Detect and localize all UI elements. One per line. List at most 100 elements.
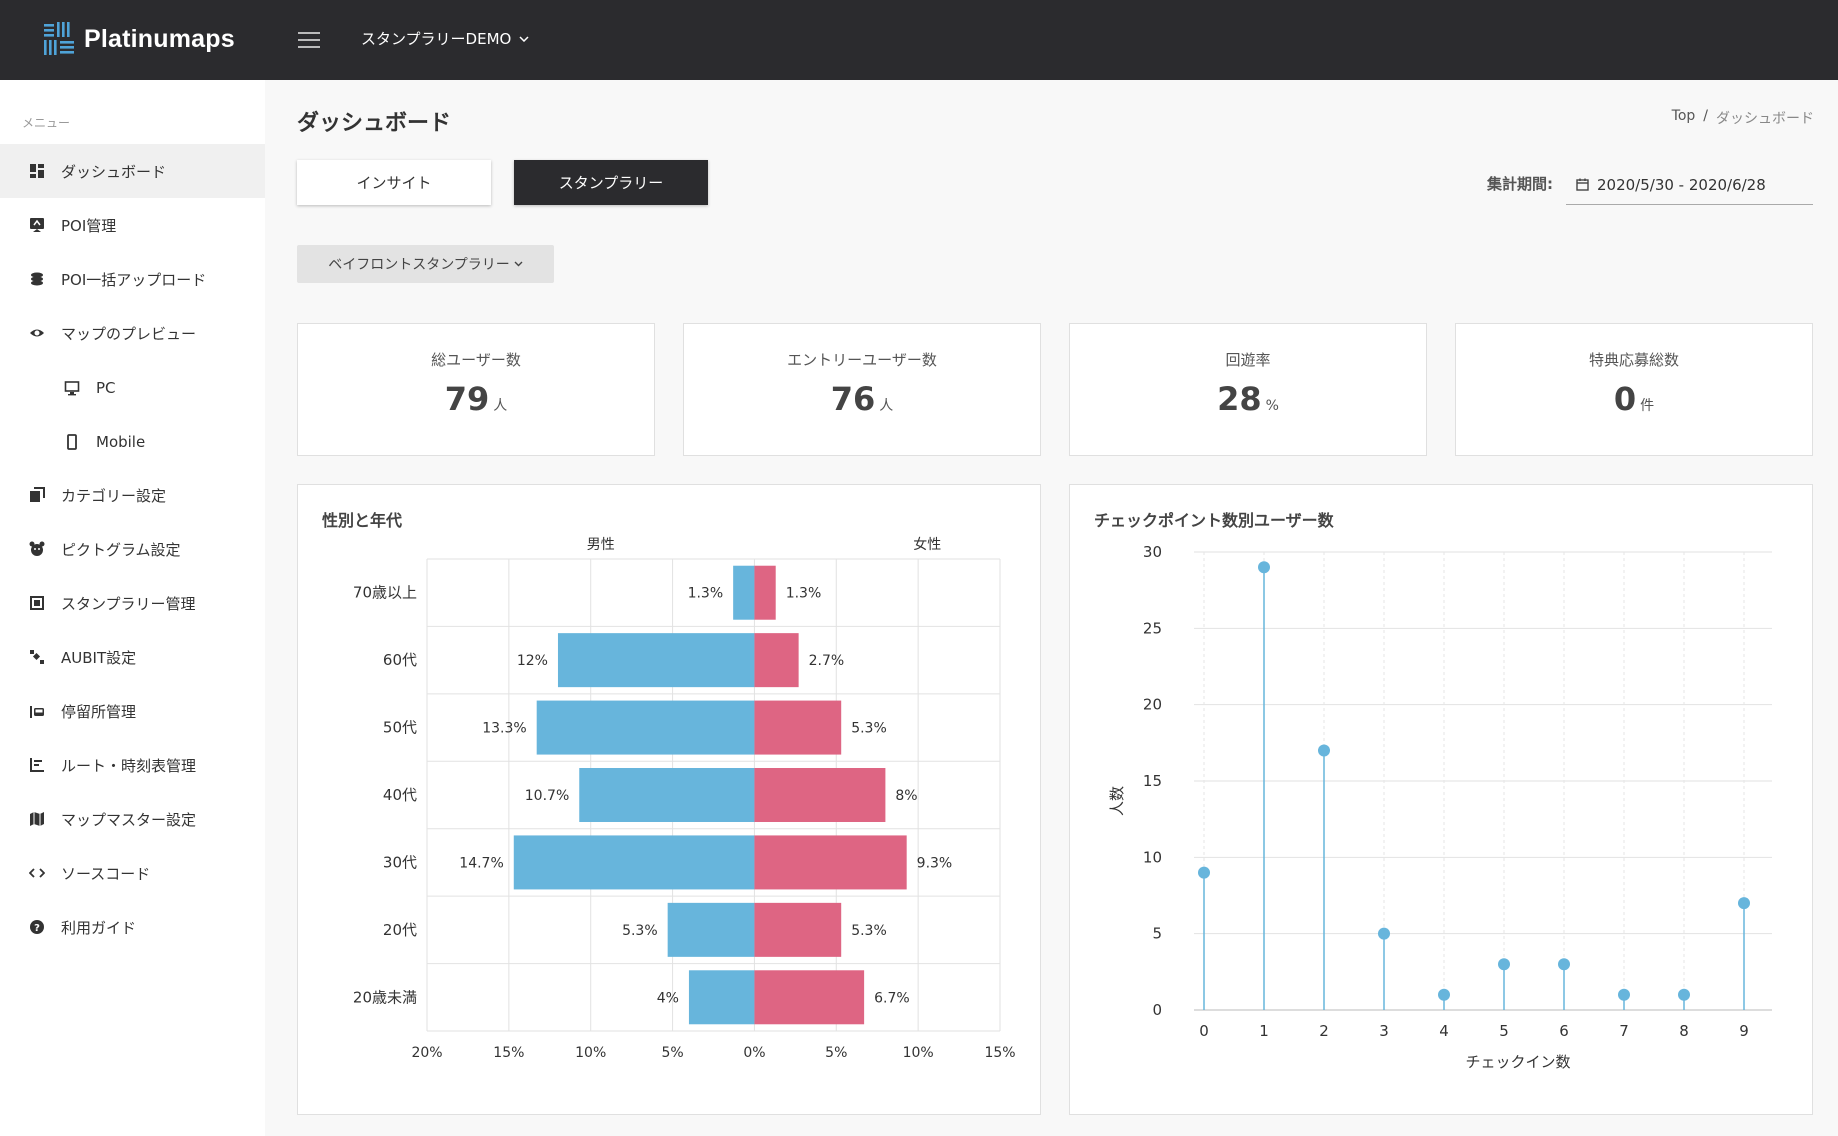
category-label: 30代 [383, 853, 417, 871]
sidebar-item-map[interactable]: マップマスター設定 [0, 792, 265, 846]
chart-title: チェックポイント数別ユーザー数 [1094, 511, 1334, 530]
category-label: 20歳未満 [353, 988, 417, 1006]
sidebar-item-help[interactable]: ? 利用ガイド [0, 900, 265, 954]
x-tick-label: 15% [493, 1045, 524, 1061]
tab-insight[interactable]: インサイト [297, 160, 491, 205]
data-point [1258, 561, 1270, 574]
bar-female [754, 700, 842, 755]
data-point [1678, 988, 1690, 1001]
sidebar-item-eye[interactable]: マップのプレビュー [0, 306, 265, 360]
category-label: 50代 [383, 719, 417, 737]
category-label: 40代 [383, 786, 417, 804]
dashboard-icon [27, 161, 47, 181]
sidebar-item-category[interactable]: カテゴリー設定 [0, 468, 265, 522]
tab-stamp-rally[interactable]: スタンプラリー [514, 160, 708, 205]
platinumaps-logo-icon [44, 22, 76, 56]
x-tick-label: 9 [1739, 1022, 1749, 1040]
sidebar-item-timeline[interactable]: ルート・時刻表管理 [0, 738, 265, 792]
pictogram-icon [27, 539, 47, 559]
top-bar: Platinumaps スタンプラリーDEMO [0, 0, 1838, 80]
stat-number: 28 [1217, 380, 1262, 418]
x-tick-label: 6 [1559, 1022, 1569, 1040]
bar-label-male: 14.7% [459, 855, 503, 871]
stat-card-total-users: 総ユーザー数 79 人 [297, 323, 655, 456]
sidebar-item-bus-stop[interactable]: 停留所管理 [0, 684, 265, 738]
bar-label-female: 8% [895, 788, 917, 804]
sidebar-item-label: カテゴリー設定 [61, 486, 167, 505]
breadcrumb-home[interactable]: Top [1671, 108, 1696, 124]
sidebar-item-label: PC [96, 379, 116, 397]
sidebar-item-label: マップマスター設定 [61, 810, 197, 829]
sidebar-item-label: マップのプレビュー [61, 324, 197, 343]
app-name: Platinumaps [84, 24, 235, 53]
legend-male: 男性 [587, 537, 615, 553]
x-tick-label: 3 [1379, 1022, 1389, 1040]
breadcrumb: Top / ダッシュボード [1672, 108, 1814, 128]
y-tick-label: 15 [1143, 772, 1162, 790]
sidebar-item-satellite[interactable]: AUBIT設定 [0, 630, 265, 684]
x-tick-label: 10% [575, 1045, 606, 1061]
satellite-icon [27, 647, 47, 667]
stat-value: 28% [1070, 380, 1426, 418]
period-value: 2020/5/30 - 2020/6/28 [1597, 175, 1766, 194]
bar-label-male: 10.7% [525, 788, 569, 804]
calendar-icon [1576, 178, 1589, 191]
bar-label-female: 6.7% [874, 990, 910, 1006]
checkpoint-users-chart: 0 5 10 15 20 25 30 0 1 2 3 4 5 6 7 8 9 チェックイン数 人数 [1108, 543, 1772, 1071]
map-icon [27, 809, 47, 829]
bar-label-female: 2.7% [809, 653, 845, 669]
menu-toggle-icon[interactable] [298, 32, 320, 48]
data-point [1558, 958, 1570, 971]
stamp-icon [27, 593, 47, 613]
data-point [1738, 897, 1750, 910]
stat-label: エントリーユーザー数 [787, 351, 937, 369]
sidebar-item-poi[interactable]: POI管理 [0, 198, 265, 252]
sidebar-item-mobile[interactable]: Mobile [0, 415, 265, 469]
sidebar-item-stamp[interactable]: スタンプラリー管理 [0, 576, 265, 630]
project-select[interactable]: スタンプラリーDEMO [361, 28, 529, 49]
bar-female [754, 835, 907, 890]
bar-female [754, 970, 865, 1025]
bar-male [536, 700, 755, 755]
x-tick-label: 15% [984, 1045, 1015, 1061]
sidebar-item-pictogram[interactable]: ピクトグラム設定 [0, 522, 265, 576]
data-point [1198, 866, 1210, 879]
logo[interactable]: Platinumaps [44, 22, 235, 56]
y-tick-label: 5 [1152, 925, 1162, 943]
x-tick-label: 4 [1439, 1022, 1449, 1040]
gender-age-chart: 20% 15% 10% 5% 0% 5% 10% 15% 男性 女性 70歳以上 1.3% 1.3% 60… [353, 536, 1016, 1061]
category-label: 20代 [383, 921, 417, 939]
bar-male [557, 633, 755, 688]
data-point [1438, 988, 1450, 1001]
sidebar-item-label: Mobile [96, 433, 146, 451]
project-name: スタンプラリーDEMO [361, 30, 512, 48]
checkpoint-users-panel: チェックポイント数別ユーザー数 0 5 10 15 20 25 30 0 1 2 3 4 5 6 7 8 9 チェ… [1069, 484, 1813, 1115]
sidebar-item-code[interactable]: ソースコード [0, 846, 265, 900]
bar-female [754, 565, 776, 620]
y-tick-label: 0 [1152, 1001, 1162, 1019]
sidebar-item-label: スタンプラリー管理 [61, 594, 196, 613]
bar-female [754, 768, 886, 822]
timeline-icon [27, 755, 47, 775]
bar-label-female: 9.3% [917, 855, 953, 871]
sidebar-item-upload[interactable]: POI一括アップロード [0, 252, 265, 306]
period-date-range-input[interactable]: 2020/5/30 - 2020/6/28 [1566, 165, 1813, 205]
y-axis-label: 人数 [1108, 786, 1126, 816]
sidebar-item-label: 利用ガイド [61, 918, 137, 937]
breadcrumb-current: ダッシュボード [1716, 111, 1814, 127]
sidebar-item-label: POI一括アップロード [61, 270, 207, 289]
sidebar-item-label: ダッシュボード [61, 162, 167, 181]
x-tick-label: 7 [1619, 1022, 1629, 1040]
bar-male [667, 902, 755, 957]
sidebar-item-dashboard[interactable]: ダッシュボード [0, 144, 265, 198]
legend-female: 女性 [913, 536, 941, 553]
stat-unit: % [1265, 398, 1279, 414]
stat-value: 76 人 [684, 380, 1040, 418]
y-tick-label: 25 [1143, 619, 1162, 637]
bar-label-male: 5.3% [622, 923, 658, 939]
stat-unit: 人 [879, 398, 894, 414]
bar-label-male: 13.3% [482, 721, 526, 737]
sidebar-item-monitor[interactable]: PC [0, 361, 265, 415]
stamp-rally-select[interactable]: ベイフロントスタンプラリー [297, 245, 554, 283]
x-axis-label: チェックイン数 [1465, 1053, 1570, 1071]
